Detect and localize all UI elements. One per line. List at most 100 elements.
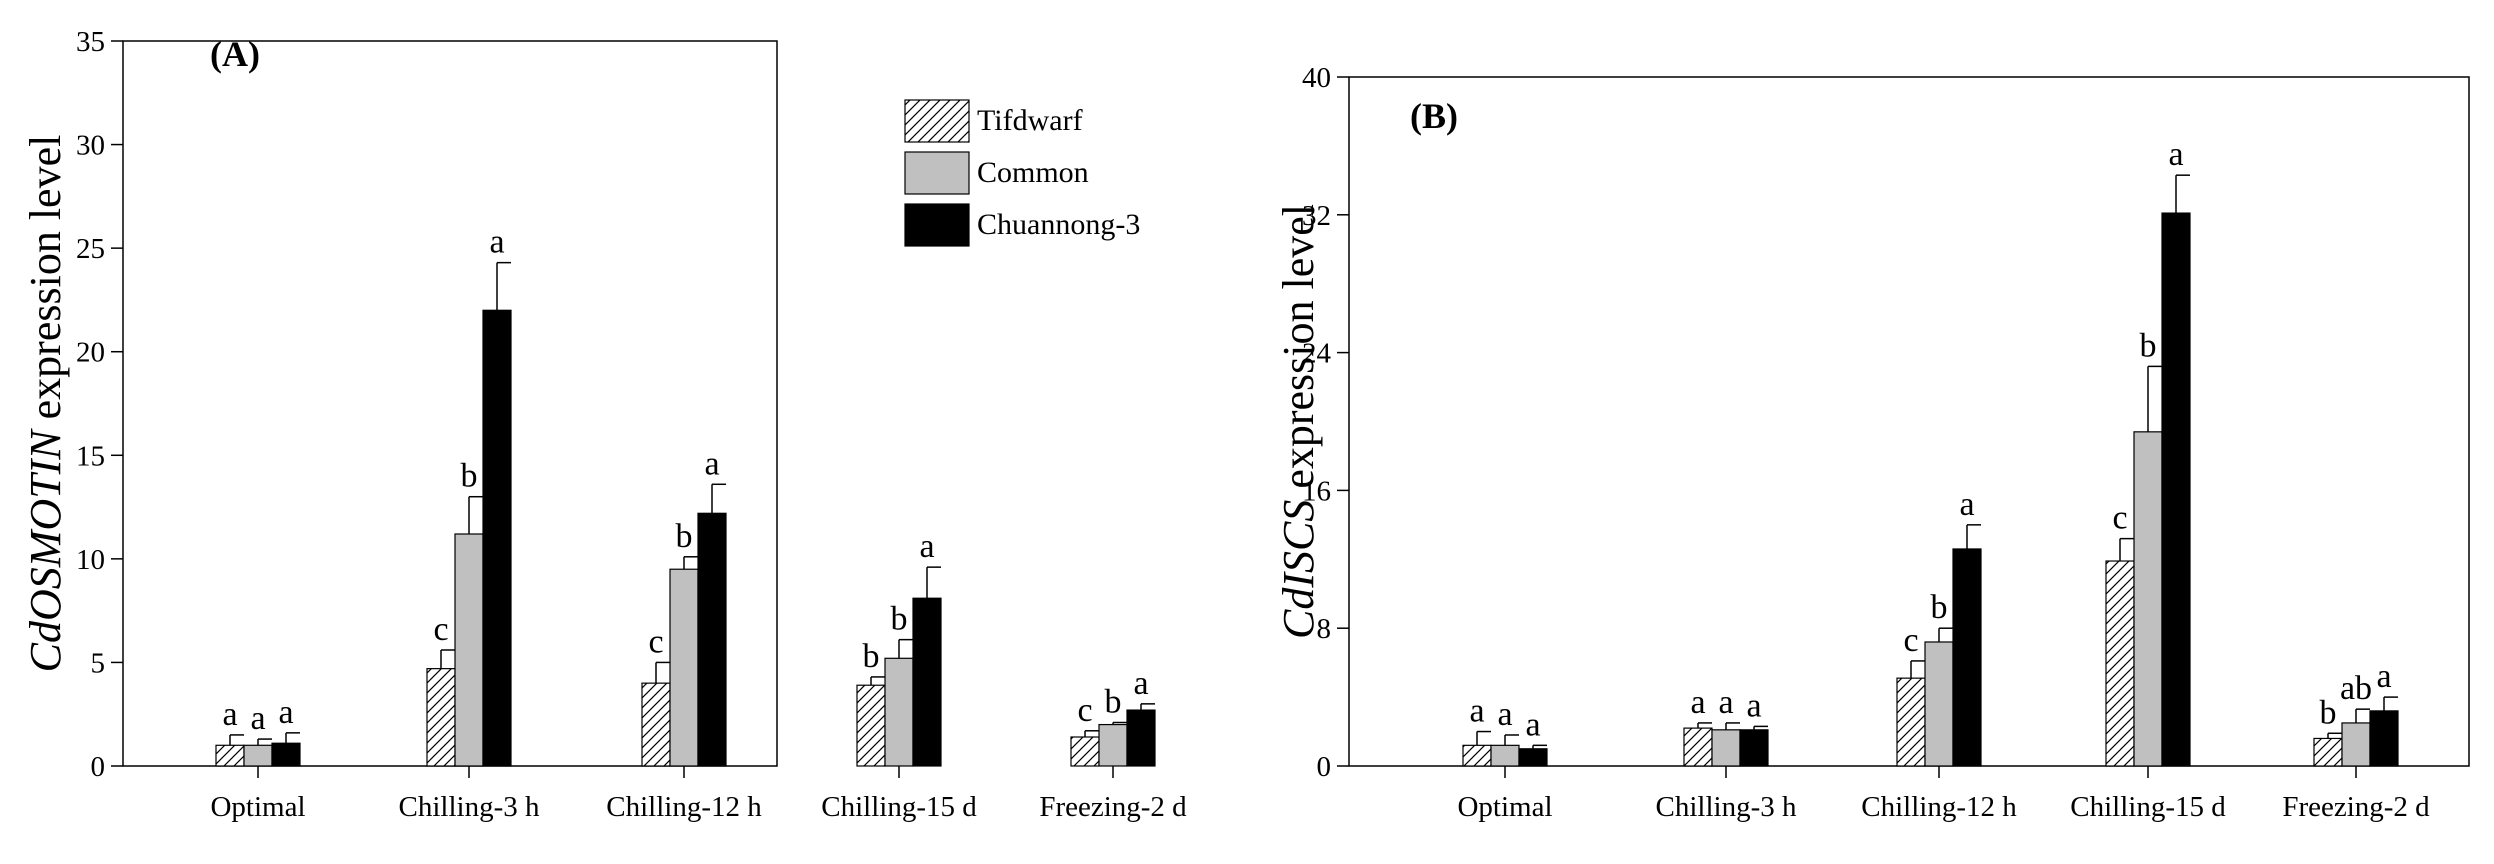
p0-legend-swatch-0 bbox=[904, 99, 970, 143]
p1-bar-2-4 bbox=[2369, 710, 2399, 767]
p0-ytick-label-6: 30 bbox=[76, 130, 105, 162]
p0-legend: Tifdwarf Common Chuannong-3 bbox=[904, 99, 1140, 247]
p1-sig-letter-0-1: a bbox=[1690, 684, 1705, 721]
p1-sig-letter-1-2: b bbox=[1931, 589, 1948, 626]
p0-xtick-label-0: Optimal bbox=[210, 791, 305, 823]
p0-sig-letter-1-1: b bbox=[461, 458, 478, 495]
p0-sig-letter-1-0: a bbox=[250, 700, 265, 737]
p0-bar-0-0 bbox=[215, 744, 245, 767]
p1-ytick-label-4: 32 bbox=[1302, 200, 1331, 232]
p0-sig-letter-1-4: b bbox=[1105, 684, 1122, 721]
p1-ytick-label-0: 0 bbox=[1317, 751, 1332, 783]
p1-bar-0-4 bbox=[2313, 737, 2343, 767]
p1-bar-0-1 bbox=[1683, 727, 1713, 767]
p1-xtick-label-0: Optimal bbox=[1457, 791, 1552, 823]
panel-b-chart: 0 8 16 24 32 40 Optimal Chilling-3 h Chilling-12… bbox=[1274, 62, 2470, 823]
p0-sig-letter-0-1: c bbox=[433, 611, 448, 648]
p1-sig-letter-0-3: c bbox=[2112, 500, 2127, 537]
p0-xtick-label-2: Chilling-12 h bbox=[606, 791, 762, 823]
p1-sig-letter-1-4: ab bbox=[2340, 670, 2372, 707]
p0-y-axis-label-gene: CdOSMOTIN bbox=[21, 428, 70, 673]
p0-sig-letter-0-4: c bbox=[1077, 692, 1092, 729]
p0-ytick-label-2: 10 bbox=[76, 544, 105, 576]
p1-y-axis-label-gene: CdISCS bbox=[1274, 500, 1323, 639]
p0-sig-letter-2-3: a bbox=[919, 528, 934, 565]
p1-sig-letter-0-2: c bbox=[1903, 622, 1918, 659]
p0-sig-letter-0-3: b bbox=[863, 638, 880, 675]
panel-a-chart: 0 5 10 15 20 25 30 35 Optimal Chilling-3 h Chillin… bbox=[21, 26, 1187, 823]
p0-ytick-label-1: 5 bbox=[91, 647, 106, 679]
p1-xtick-label-3: Chilling-15 d bbox=[2070, 791, 2226, 823]
p1-sig-letter-2-1: a bbox=[1746, 687, 1761, 724]
p0-sig-letter-2-2: a bbox=[704, 445, 719, 482]
p0-y-axis-label-rest: expression level bbox=[21, 135, 70, 431]
p1-sig-letter-0-4: b bbox=[2320, 694, 2337, 731]
p1-panel-label: (B) bbox=[1410, 96, 1458, 136]
p1-plot-frame bbox=[1348, 76, 2470, 767]
p1-bar-1-4 bbox=[2341, 722, 2371, 767]
p0-legend-label-0: Tifdwarf bbox=[977, 104, 1083, 137]
p0-bar-0-1 bbox=[426, 668, 456, 767]
p0-bar-2-0 bbox=[271, 742, 301, 767]
p0-bar-2-3 bbox=[912, 597, 942, 767]
p1-bar-1-1 bbox=[1711, 729, 1741, 767]
p1-sig-letter-1-1: a bbox=[1718, 684, 1733, 721]
p1-sig-letter-1-0: a bbox=[1497, 696, 1512, 733]
p1-bar-2-3 bbox=[2161, 212, 2191, 767]
p0-bar-2-1 bbox=[482, 309, 512, 767]
p0-sig-letter-1-3: b bbox=[891, 601, 908, 638]
p0-sig-letter-2-1: a bbox=[489, 224, 504, 261]
p0-ytick-label-4: 20 bbox=[76, 337, 105, 369]
p1-bar-0-0 bbox=[1462, 744, 1492, 767]
p0-bar-2-4 bbox=[1126, 709, 1156, 767]
p1-xtick-label-4: Freezing-2 d bbox=[2282, 791, 2430, 823]
p1-y-axis-label-rest: expression level bbox=[1274, 204, 1323, 500]
p1-ytick-label-5: 40 bbox=[1302, 62, 1331, 94]
p0-sig-letter-2-4: a bbox=[1133, 665, 1148, 702]
p0-ytick-label-0: 0 bbox=[91, 751, 106, 783]
p0-bar-1-0 bbox=[243, 744, 273, 767]
p1-bar-1-0 bbox=[1490, 744, 1520, 767]
p1-bar-1-2 bbox=[1924, 641, 1954, 767]
p0-bar-0-3 bbox=[856, 684, 886, 767]
p1-ytick-label-2: 16 bbox=[1302, 475, 1331, 507]
p0-y-axis-label: CdOSMOTIN expression level bbox=[21, 135, 70, 673]
p0-bar-0-2 bbox=[641, 682, 671, 767]
p1-sig-letter-0-0: a bbox=[1469, 693, 1484, 730]
p0-ytick-label-3: 15 bbox=[76, 440, 105, 472]
p0-bar-1-1 bbox=[454, 533, 484, 767]
p0-ytick-label-5: 25 bbox=[76, 233, 105, 265]
p0-xtick-label-4: Freezing-2 d bbox=[1039, 791, 1187, 823]
p0-bar-1-2 bbox=[669, 568, 699, 767]
p1-y-axis-label: CdISCS expression level bbox=[1274, 204, 1323, 639]
p1-bar-2-1 bbox=[1739, 729, 1769, 767]
p1-sig-letter-2-2: a bbox=[1959, 486, 1974, 523]
p1-ytick-label-1: 8 bbox=[1317, 613, 1332, 645]
p0-bar-1-3 bbox=[884, 657, 914, 767]
p0-sig-letter-0-2: c bbox=[648, 623, 663, 660]
p1-bar-0-2 bbox=[1896, 677, 1926, 767]
p0-legend-label-2: Chuannong-3 bbox=[977, 208, 1140, 241]
p1-xtick-label-2: Chilling-12 h bbox=[1861, 791, 2017, 823]
p1-bar-0-3 bbox=[2105, 560, 2135, 767]
p0-bar-2-2 bbox=[697, 512, 727, 767]
p0-sig-letter-1-2: b bbox=[676, 518, 693, 555]
p0-legend-swatch-2 bbox=[904, 203, 970, 247]
p1-bar-1-3 bbox=[2133, 431, 2163, 767]
p1-sig-letter-2-0: a bbox=[1525, 706, 1540, 743]
p0-bar-1-4 bbox=[1098, 723, 1128, 767]
p1-bar-2-2 bbox=[1952, 548, 1982, 767]
p0-bar-0-4 bbox=[1070, 736, 1100, 767]
p1-bar-2-0 bbox=[1518, 748, 1548, 767]
p1-sig-letter-1-3: b bbox=[2140, 327, 2157, 364]
p0-legend-label-1: Common bbox=[977, 156, 1089, 189]
p1-xtick-label-1: Chilling-3 h bbox=[1656, 791, 1797, 823]
p1-sig-letter-2-3: a bbox=[2168, 136, 2183, 173]
p0-panel-label: (A) bbox=[210, 34, 260, 74]
p0-xtick-label-3: Chilling-15 d bbox=[821, 791, 977, 823]
p1-ytick-label-3: 24 bbox=[1302, 338, 1332, 370]
p0-sig-letter-0-0: a bbox=[222, 696, 237, 733]
p0-legend-swatch-1 bbox=[904, 151, 970, 195]
p0-ytick-label-7: 35 bbox=[76, 26, 105, 58]
